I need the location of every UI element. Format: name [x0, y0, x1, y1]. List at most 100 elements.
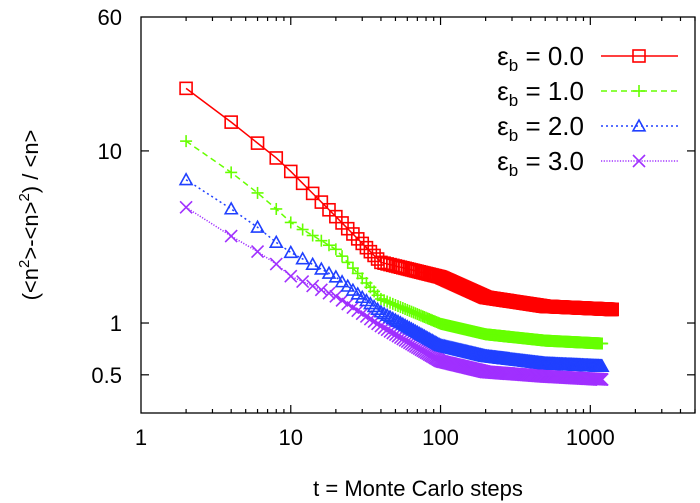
data-point	[359, 309, 373, 324]
data-point	[374, 292, 387, 305]
data-point	[305, 256, 321, 270]
legend-epsilon: ε	[497, 111, 509, 141]
tick-labels-layer: 1 10 100 1000 0.5 1 10 60	[91, 5, 614, 450]
y-axis-label: (<n2>-<n>2) / <n>	[16, 130, 43, 301]
data-point	[370, 301, 385, 315]
legend-label: εb = 1.0	[497, 76, 584, 110]
legend-epsilon: ε	[497, 76, 509, 106]
data-point	[329, 289, 343, 303]
data-point	[284, 269, 298, 283]
data-point	[367, 248, 381, 263]
series-0	[179, 81, 620, 317]
series-layer	[178, 81, 620, 387]
legend-item-0: εb = 0.0	[497, 41, 678, 75]
series-1	[180, 135, 609, 350]
data-point	[378, 294, 391, 307]
data-point	[335, 293, 349, 307]
data-point	[605, 302, 620, 317]
data-point	[283, 244, 299, 259]
data-point	[179, 81, 193, 96]
data-point	[250, 136, 265, 150]
data-point	[595, 372, 609, 387]
data-point	[268, 234, 284, 249]
legend-subscript: b	[509, 126, 518, 145]
data-point	[409, 324, 425, 339]
y-tick-label: 60	[98, 5, 122, 30]
data-point	[389, 298, 402, 311]
x-tick-label: 100	[422, 425, 459, 450]
data-point	[306, 279, 320, 293]
data-point	[296, 274, 310, 289]
data-point	[363, 244, 378, 259]
series-3	[179, 200, 609, 387]
data-point	[250, 245, 265, 259]
data-point	[381, 295, 394, 308]
x-tick-label: 1	[135, 425, 147, 450]
data-point	[386, 297, 399, 310]
legend: εb = 0.0εb = 1.0εb = 2.0εb = 3.0	[497, 41, 678, 180]
data-point	[269, 257, 283, 271]
data-point	[178, 172, 194, 186]
legend-value: = 3.0	[518, 146, 584, 176]
data-point	[350, 232, 365, 246]
y-label-part-3: ) / <n>	[18, 130, 43, 194]
data-point	[306, 229, 319, 242]
ticks-layer	[141, 17, 696, 413]
legend-subscript: b	[509, 161, 518, 180]
legend-subscript: b	[509, 56, 518, 75]
data-point	[315, 234, 328, 247]
data-point	[376, 306, 392, 320]
data-point	[408, 323, 423, 337]
legend-epsilon: ε	[497, 41, 509, 71]
data-point	[594, 358, 610, 372]
legend-item-1: εb = 1.0	[497, 76, 678, 110]
data-point	[373, 304, 389, 318]
axes-layer	[140, 16, 696, 414]
data-point	[295, 176, 310, 191]
data-point	[321, 265, 337, 279]
data-point	[295, 251, 310, 265]
data-point	[329, 243, 342, 256]
data-point	[359, 240, 374, 255]
legend-item-3: εb = 3.0	[497, 146, 678, 180]
x-tick-label: 10	[279, 425, 303, 450]
data-point	[341, 256, 354, 269]
data-point	[224, 229, 238, 243]
data-point	[346, 262, 359, 275]
data-point	[363, 312, 377, 326]
legend-item-2: εb = 2.0	[497, 111, 678, 145]
data-point	[334, 274, 350, 288]
legend-label: εb = 0.0	[497, 41, 584, 75]
data-point	[313, 261, 329, 275]
legend-value: = 0.0	[518, 41, 584, 71]
data-point	[355, 236, 370, 251]
data-point	[596, 337, 609, 350]
legend-value: = 1.0	[518, 76, 584, 106]
data-point	[179, 200, 193, 214]
y-label-part-1: (<n	[18, 268, 43, 300]
data-point	[314, 195, 329, 209]
plot-frame	[140, 16, 696, 414]
series-2	[178, 172, 610, 372]
series-line-3	[185, 206, 603, 381]
y-label-sup-1: 2	[16, 260, 33, 268]
data-point	[379, 307, 395, 322]
data-point	[340, 278, 356, 292]
legend-label: εb = 2.0	[497, 111, 584, 145]
data-point	[223, 201, 239, 215]
data-point	[336, 250, 349, 263]
legend-marker	[631, 118, 647, 132]
y-label-part-2: >-<n>	[18, 202, 43, 260]
data-point	[305, 186, 320, 201]
legend-marker	[632, 154, 646, 168]
x-tick-label: 1000	[566, 425, 615, 450]
data-point	[284, 216, 297, 229]
data-point	[270, 202, 283, 215]
data-point	[314, 283, 328, 297]
data-point	[323, 239, 336, 252]
data-point	[322, 286, 336, 300]
data-point	[225, 166, 238, 179]
data-point	[322, 202, 336, 217]
y-label-sup-2: 2	[16, 193, 33, 201]
